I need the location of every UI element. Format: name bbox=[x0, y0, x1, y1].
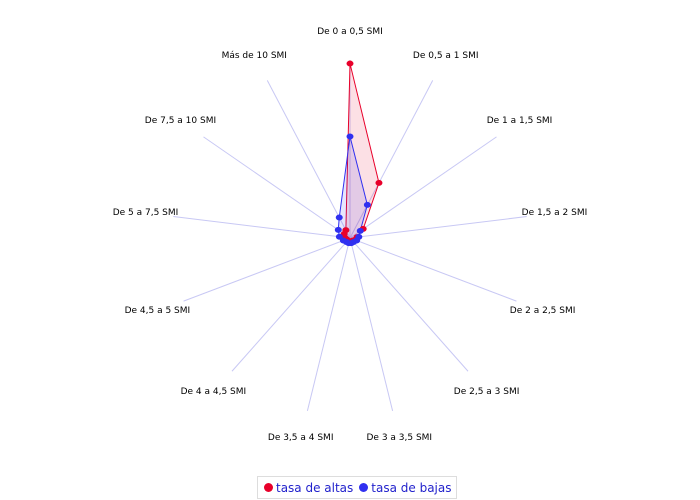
axis-label: De 7,5 a 10 SMI bbox=[144, 115, 217, 126]
axis-label: Más de 10 SMI bbox=[221, 50, 287, 61]
axis-label: De 4 a 4,5 SMI bbox=[180, 387, 247, 398]
axis-spoke bbox=[173, 216, 351, 239]
axis-spoke bbox=[349, 237, 469, 372]
legend: tasa de altas tasa de bajas bbox=[257, 476, 457, 499]
data-point bbox=[363, 201, 371, 208]
axis-label: De 4,5 a 5 SMI bbox=[124, 306, 191, 317]
axis-label: De 0 a 0,5 SMI bbox=[317, 27, 383, 37]
axis-label: De 2 a 2,5 SMI bbox=[509, 306, 576, 317]
axis-label: De 0,5 a 1 SMI bbox=[412, 50, 479, 61]
axis-spoke bbox=[349, 237, 517, 302]
axis-label: De 3,5 a 4 SMI bbox=[267, 433, 334, 443]
axis-label: De 1 a 1,5 SMI bbox=[486, 115, 553, 126]
axis-spoke bbox=[349, 237, 394, 411]
legend-label-bajas: tasa de bajas bbox=[371, 480, 452, 495]
legend-label-altas: tasa de altas bbox=[276, 480, 354, 495]
axis-spoke bbox=[306, 237, 351, 411]
axis-label: De 5 a 7,5 SMI bbox=[112, 208, 179, 219]
legend-marker-altas bbox=[264, 483, 273, 492]
axis-label: De 2,5 a 3 SMI bbox=[453, 387, 520, 398]
data-point bbox=[346, 60, 354, 67]
data-point bbox=[342, 227, 350, 234]
data-point bbox=[335, 233, 343, 240]
legend-marker-bajas bbox=[359, 483, 369, 492]
data-point bbox=[356, 227, 364, 234]
data-point bbox=[375, 179, 383, 186]
axis-label: De 1,5 a 2 SMI bbox=[521, 208, 588, 219]
data-point bbox=[346, 133, 354, 140]
data-point bbox=[335, 214, 343, 221]
axis-label: De 3 a 3,5 SMI bbox=[366, 433, 433, 443]
axis-spoke bbox=[349, 136, 497, 239]
axis-spoke bbox=[231, 237, 351, 372]
axis-spoke bbox=[266, 80, 351, 239]
axis-spoke bbox=[203, 136, 351, 239]
axis-spoke bbox=[183, 237, 351, 302]
data-point bbox=[334, 226, 342, 233]
axis-spoke bbox=[349, 216, 527, 239]
axis-spoke bbox=[349, 80, 434, 239]
